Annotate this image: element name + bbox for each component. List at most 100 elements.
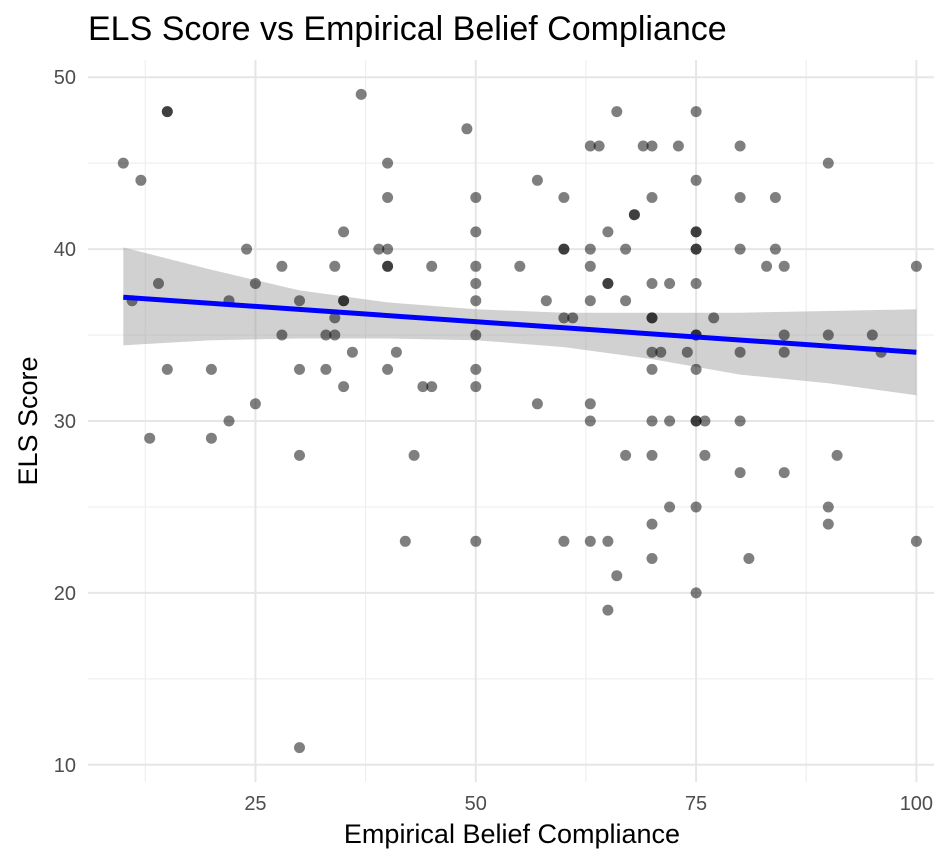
data-point [161, 106, 173, 118]
data-point [822, 501, 834, 513]
data-point [558, 312, 570, 324]
data-point [620, 295, 632, 307]
data-point [611, 106, 623, 118]
data-point [593, 140, 605, 152]
data-point [382, 243, 394, 255]
data-point [637, 140, 649, 152]
data-point [620, 243, 632, 255]
y-axis-ticks: 10 20 30 40 50 [54, 67, 76, 777]
data-point [417, 381, 429, 393]
data-point [470, 278, 482, 289]
data-point [778, 346, 790, 358]
data-point [144, 432, 156, 444]
data-point [338, 226, 350, 238]
data-point [567, 312, 579, 324]
data-point [249, 278, 261, 289]
data-point [690, 243, 702, 255]
data-point [584, 295, 596, 307]
data-point [690, 106, 702, 118]
data-point [205, 432, 217, 444]
data-point [690, 587, 702, 599]
data-point [910, 535, 922, 547]
data-point [602, 278, 614, 289]
x-tick-label: 25 [244, 793, 266, 815]
data-point [628, 209, 640, 221]
data-point [664, 278, 676, 289]
data-point [241, 243, 253, 255]
data-point [531, 398, 543, 410]
data-point [470, 192, 482, 203]
data-point [408, 449, 420, 461]
data-point [681, 346, 693, 358]
data-point [558, 243, 570, 255]
y-tick-label: 40 [54, 239, 76, 261]
data-point [584, 398, 596, 410]
data-point [664, 501, 676, 513]
data-point [558, 535, 570, 547]
data-point [602, 535, 614, 547]
data-point [329, 312, 341, 324]
data-point [655, 346, 667, 358]
data-point [761, 260, 773, 272]
data-points [117, 88, 922, 754]
x-axis-title: Empirical Belief Compliance [344, 819, 680, 849]
data-point [338, 295, 350, 307]
trend-line [123, 294, 917, 355]
data-point [223, 415, 235, 427]
data-point [161, 363, 173, 375]
data-point [320, 363, 332, 375]
data-point [117, 157, 129, 169]
data-point [734, 346, 746, 358]
data-point [690, 501, 702, 513]
data-point [646, 312, 658, 324]
data-point [584, 140, 596, 152]
data-point [646, 346, 658, 358]
data-point [699, 415, 711, 427]
data-point [294, 363, 305, 375]
data-point [734, 243, 746, 255]
data-point [734, 140, 746, 152]
data-point [329, 329, 341, 341]
data-point [135, 174, 147, 186]
data-point [831, 449, 843, 461]
data-point [866, 329, 878, 341]
data-point [743, 553, 755, 564]
data-point [470, 295, 482, 307]
data-point [320, 329, 332, 341]
data-point [540, 295, 552, 307]
chart-title: ELS Score vs Empirical Belief Compliance [88, 10, 727, 48]
y-tick-label: 10 [54, 755, 76, 777]
data-point [294, 449, 305, 461]
data-point [690, 278, 702, 289]
data-point [769, 243, 781, 255]
x-tick-label: 100 [900, 793, 933, 815]
data-point [910, 260, 922, 272]
data-point [690, 415, 702, 427]
data-point [584, 415, 596, 427]
data-point [769, 192, 781, 203]
data-point [584, 243, 596, 255]
y-tick-label: 50 [54, 67, 76, 89]
data-point [690, 174, 702, 186]
data-point [205, 363, 217, 375]
data-point [294, 742, 305, 754]
data-point [338, 381, 350, 393]
data-point [646, 278, 658, 289]
data-point [672, 140, 684, 152]
data-point [153, 278, 164, 289]
data-point [584, 260, 596, 272]
data-point [382, 363, 394, 375]
data-point [294, 295, 305, 307]
data-point [699, 449, 711, 461]
data-point [778, 329, 790, 341]
data-point [461, 123, 473, 135]
data-point [382, 260, 394, 272]
data-point [734, 467, 746, 479]
data-point [390, 346, 402, 358]
data-point [708, 312, 720, 324]
data-point [514, 260, 526, 272]
data-point [470, 381, 482, 393]
data-point [734, 192, 746, 203]
data-point [470, 226, 482, 238]
y-tick-label: 20 [54, 583, 76, 605]
